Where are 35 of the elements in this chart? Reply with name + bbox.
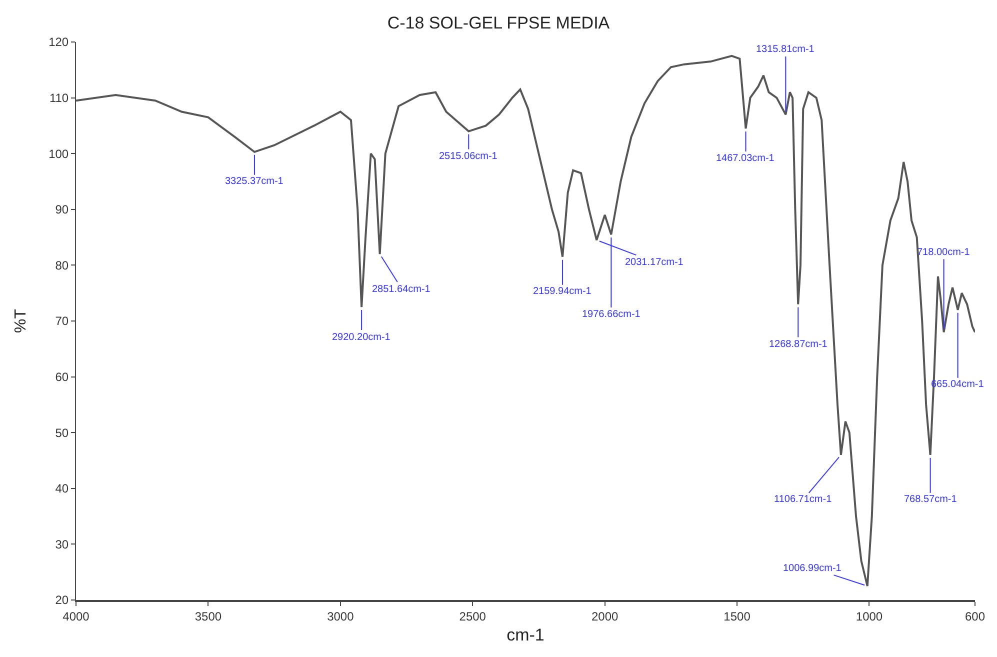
- annotation: 1315.81cm-1: [756, 44, 815, 55]
- annotation: 2515.06cm-1: [439, 151, 498, 162]
- y-tick-label: 70: [55, 314, 69, 328]
- annotation: 768.57cm-1: [904, 494, 958, 505]
- annotation: 2031.17cm-1: [625, 257, 684, 268]
- x-tick-label: 3000: [327, 609, 354, 624]
- x-tick-label: 4000: [62, 609, 90, 624]
- annotation: 2851.64cm-1: [372, 284, 431, 295]
- y-tick-label: 20: [55, 593, 69, 608]
- y-tick-label: 60: [55, 370, 69, 384]
- y-tick-label: 90: [55, 202, 69, 217]
- y-tick-label: 40: [55, 482, 69, 496]
- y-tick-label: 80: [55, 258, 69, 272]
- annotation: 1976.66cm-1: [582, 309, 641, 320]
- annotation: 1467.03cm-1: [716, 153, 775, 164]
- x-tick-label: 2000: [591, 609, 618, 624]
- x-axis-title: cm-1: [506, 625, 544, 644]
- y-tick-label: 120: [48, 35, 69, 50]
- x-tick-label: 3500: [194, 609, 222, 624]
- annotation: 2920.20cm-1: [332, 332, 391, 343]
- x-tick-label: 1000: [856, 609, 883, 624]
- chart-title: C-18 SOL-GEL FPSE MEDIA: [387, 13, 610, 32]
- x-tick-label: 1500: [724, 609, 751, 624]
- annotation: 1268.87cm-1: [769, 339, 828, 350]
- annotation: 3325.37cm-1: [225, 176, 284, 187]
- annotation: 2159.94cm-1: [533, 286, 592, 297]
- y-tick-label: 100: [48, 146, 69, 161]
- y-tick-label: 50: [55, 426, 69, 440]
- x-tick-label: 2500: [459, 609, 486, 624]
- y-axis-title: %T: [12, 308, 30, 333]
- y-tick-label: 30: [55, 537, 69, 552]
- x-tick-label: 600: [964, 609, 986, 624]
- annotation: 1106.71cm-1: [774, 494, 832, 505]
- annotation: 1006.99cm-1: [783, 563, 842, 574]
- y-tick-label: 110: [49, 91, 69, 105]
